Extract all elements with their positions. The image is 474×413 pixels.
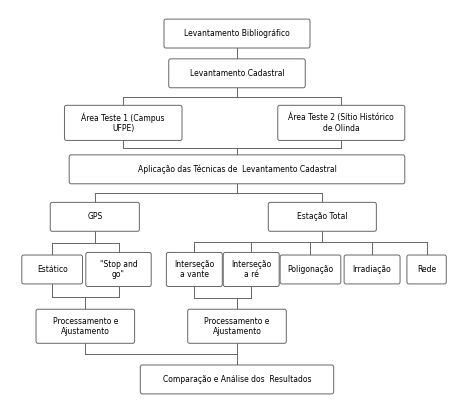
Text: Processamento e
Ajustamento: Processamento e Ajustamento (53, 317, 118, 336)
FancyBboxPatch shape (166, 252, 222, 287)
FancyBboxPatch shape (64, 105, 182, 140)
FancyBboxPatch shape (280, 255, 341, 284)
Text: Irradiação: Irradiação (353, 265, 392, 274)
FancyBboxPatch shape (344, 255, 400, 284)
FancyBboxPatch shape (86, 252, 151, 287)
FancyBboxPatch shape (140, 365, 334, 394)
FancyBboxPatch shape (22, 255, 82, 284)
Text: Rede: Rede (417, 265, 436, 274)
FancyBboxPatch shape (50, 202, 139, 231)
FancyBboxPatch shape (164, 19, 310, 48)
Text: Levantamento Cadastral: Levantamento Cadastral (190, 69, 284, 78)
FancyBboxPatch shape (36, 309, 135, 343)
Text: Comparação e Análise dos  Resultados: Comparação e Análise dos Resultados (163, 375, 311, 384)
Text: Processamento e
Ajustamento: Processamento e Ajustamento (204, 317, 270, 336)
Text: Interseção
a vante: Interseção a vante (174, 260, 214, 279)
Text: Área Teste 2 (Sítio Histórico
de Olinda: Área Teste 2 (Sítio Histórico de Olinda (288, 113, 394, 133)
FancyBboxPatch shape (169, 59, 305, 88)
Text: Poligonação: Poligonação (287, 265, 334, 274)
FancyBboxPatch shape (188, 309, 286, 343)
FancyBboxPatch shape (69, 155, 405, 184)
FancyBboxPatch shape (407, 255, 447, 284)
Text: "Stop and
go": "Stop and go" (100, 260, 137, 279)
Text: Levantamento Bibliográfico: Levantamento Bibliográfico (184, 29, 290, 38)
FancyBboxPatch shape (223, 252, 279, 287)
Text: Estático: Estático (37, 265, 67, 274)
Text: Estação Total: Estação Total (297, 212, 347, 221)
Text: Área Teste 1 (Campus
UFPE): Área Teste 1 (Campus UFPE) (82, 112, 165, 133)
FancyBboxPatch shape (278, 105, 405, 140)
FancyBboxPatch shape (268, 202, 376, 231)
Text: Interseção
a ré: Interseção a ré (231, 260, 271, 279)
Text: GPS: GPS (87, 212, 102, 221)
Text: Aplicação das Técnicas de  Levantamento Cadastral: Aplicação das Técnicas de Levantamento C… (137, 164, 337, 174)
